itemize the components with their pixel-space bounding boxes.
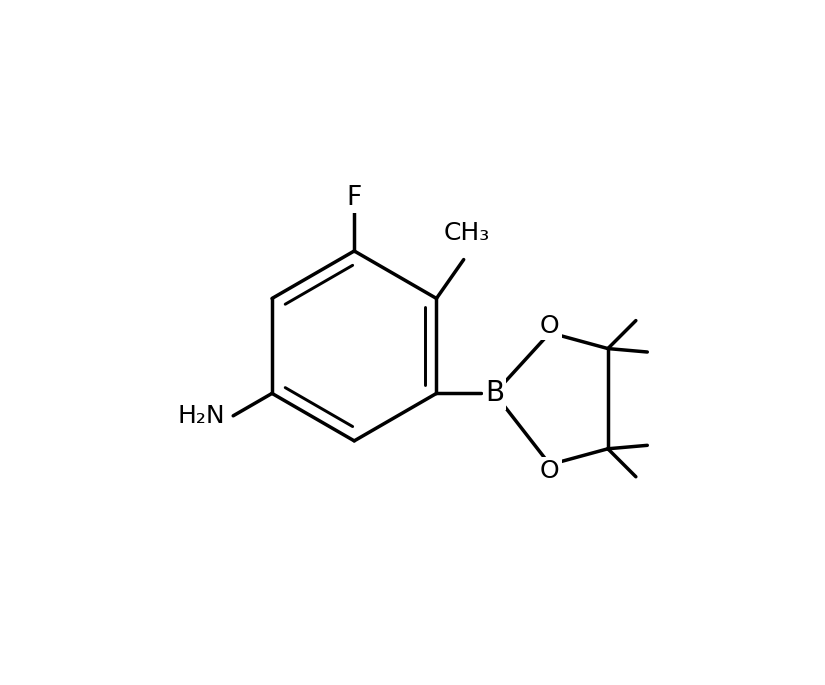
Text: H₂N: H₂N <box>177 404 225 428</box>
Text: O: O <box>540 314 559 338</box>
Text: CH₃: CH₃ <box>443 221 489 245</box>
Text: F: F <box>346 185 362 211</box>
Text: O: O <box>540 459 559 483</box>
Text: B: B <box>485 379 504 408</box>
